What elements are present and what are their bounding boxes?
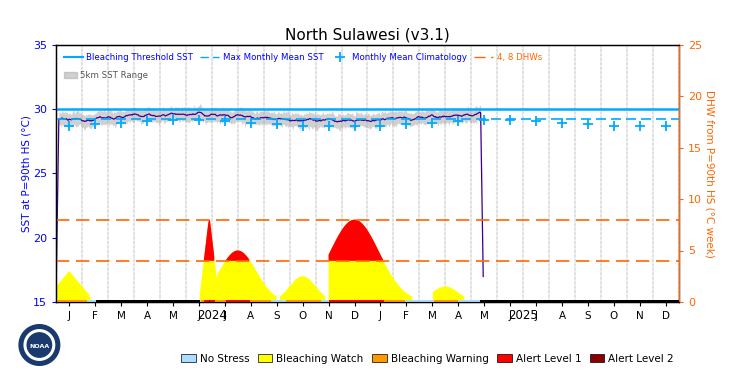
Y-axis label: DHW from P=90th HS (°C week): DHW from P=90th HS (°C week) [705,90,715,257]
Legend: 5km SST Range: 5km SST Range [61,67,152,83]
Polygon shape [24,330,55,360]
Text: 2025: 2025 [509,309,538,322]
Legend: No Stress, Bleaching Watch, Bleaching Warning, Alert Level 1, Alert Level 2: No Stress, Bleaching Watch, Bleaching Wa… [177,350,678,368]
Y-axis label: SST at P=90th HS (°C): SST at P=90th HS (°C) [22,115,32,232]
Polygon shape [19,325,60,365]
Title: North Sulawesi (v3.1): North Sulawesi (v3.1) [285,27,450,42]
Text: NOAA: NOAA [29,344,50,348]
Polygon shape [27,333,52,357]
Text: 2024: 2024 [197,309,226,322]
